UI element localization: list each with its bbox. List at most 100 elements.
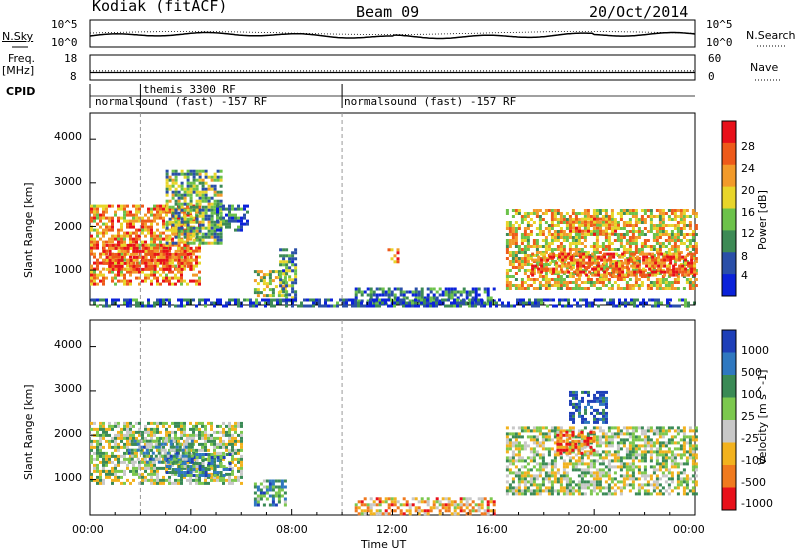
power-cell <box>646 209 650 212</box>
velocity-cell <box>177 439 180 443</box>
velocity-cell <box>544 432 548 436</box>
velocity-cell <box>120 460 123 464</box>
power-cell <box>117 246 120 250</box>
power-cell <box>165 205 169 209</box>
power-cell <box>123 252 127 256</box>
power-cell <box>649 218 653 221</box>
velocity-cell <box>553 453 557 457</box>
power-cell <box>508 260 512 263</box>
power-cell <box>153 249 156 253</box>
velocity-cell <box>171 471 175 474</box>
velocity-cell <box>180 462 184 465</box>
power-cell <box>670 209 674 212</box>
power-cell <box>601 215 605 218</box>
power-cell <box>183 235 187 239</box>
velocity-cell <box>99 454 102 458</box>
power-cell <box>631 227 635 230</box>
power-cell <box>156 276 159 280</box>
power-cell <box>544 248 548 251</box>
power-cell <box>180 282 183 286</box>
power-cell <box>177 252 181 256</box>
power-cell <box>153 231 156 235</box>
power-cell <box>594 261 598 265</box>
velocity-cell <box>163 457 167 461</box>
velocity-cell <box>198 471 202 474</box>
power-cell <box>514 233 518 236</box>
power-cell <box>219 226 223 230</box>
power-cell <box>688 242 692 245</box>
velocity-cell <box>132 430 135 434</box>
velocity-cell <box>168 436 171 440</box>
power-cell <box>544 245 548 248</box>
power-cell <box>583 251 587 254</box>
power-cell <box>288 298 291 302</box>
power-cell <box>171 229 175 233</box>
power-cell <box>474 293 478 297</box>
power-cell <box>517 284 521 287</box>
power-cell <box>165 228 168 232</box>
power-cell <box>505 224 509 227</box>
power-cell <box>649 281 653 284</box>
power-cell <box>294 293 298 297</box>
velocity-cell <box>456 512 460 516</box>
velocity-cell <box>165 430 168 434</box>
power-cell <box>547 248 551 251</box>
velocity-cell <box>265 497 269 501</box>
power-cell <box>679 209 683 212</box>
velocity-cell <box>204 439 207 443</box>
power-cell <box>375 296 379 300</box>
velocity-cell <box>274 494 278 498</box>
power-cell <box>165 252 169 256</box>
velocity-cell <box>520 480 524 484</box>
velocity-cell <box>90 472 93 476</box>
power-cell <box>587 226 590 230</box>
power-cell <box>526 269 530 272</box>
power-cell <box>159 207 162 211</box>
power-cell <box>619 278 623 281</box>
velocity-cell <box>141 466 144 470</box>
power-cell <box>556 284 560 287</box>
power-cell <box>471 298 474 302</box>
power-cell <box>447 296 451 300</box>
power-cell <box>655 248 659 251</box>
power-cell <box>477 301 480 305</box>
velocity-cell <box>405 500 409 504</box>
power-cell <box>228 222 231 226</box>
velocity-cell <box>126 457 129 461</box>
power-cell <box>672 273 676 277</box>
velocity-cell <box>213 454 216 458</box>
power-cell <box>129 210 132 214</box>
power-cell <box>643 269 647 272</box>
velocity-cell <box>544 471 548 475</box>
power-cell <box>288 269 292 273</box>
velocity-cell <box>150 454 153 458</box>
velocity-cell <box>213 460 216 464</box>
velocity-cell <box>201 445 204 449</box>
velocity-cell <box>180 465 184 468</box>
power-cell <box>183 249 187 253</box>
velocity-cell <box>192 424 195 428</box>
power-cell <box>453 293 457 297</box>
velocity-cell <box>192 448 195 452</box>
velocity-cell <box>102 421 105 425</box>
power-cell <box>117 249 121 253</box>
velocity-cell <box>532 441 536 445</box>
power-cell <box>578 223 581 227</box>
power-cell <box>489 304 492 308</box>
power-cell <box>360 293 364 297</box>
velocity-ytick-1000: 1000 <box>54 471 82 484</box>
power-cell <box>150 267 153 271</box>
velocity-cell <box>477 503 481 507</box>
power-cell <box>637 221 641 224</box>
velocity-cell <box>144 424 147 428</box>
velocity-cell <box>357 512 361 516</box>
velocity-cell <box>486 509 490 513</box>
power-cell <box>589 272 593 275</box>
power-cell <box>585 252 589 256</box>
power-cell <box>195 235 199 239</box>
power-cell <box>168 199 172 203</box>
velocity-cell <box>138 427 141 431</box>
velocity-cell <box>201 433 204 437</box>
power-cell <box>574 287 578 290</box>
power-cell <box>117 234 120 238</box>
